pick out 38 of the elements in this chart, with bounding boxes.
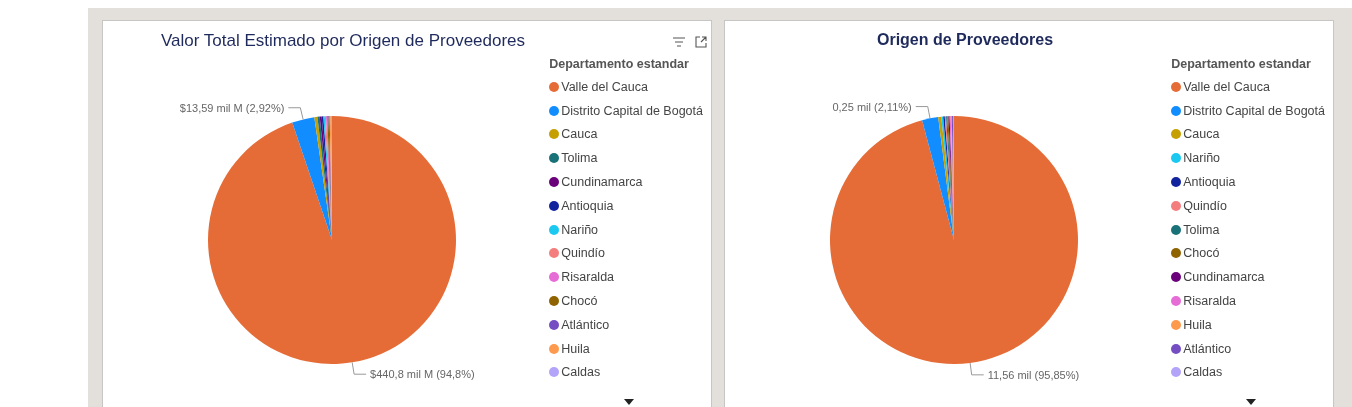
legend-title: Departamento estandar xyxy=(549,57,690,71)
chart-title: Valor Total Estimado por Origen de Proveedores xyxy=(159,31,527,51)
legend-label: Nariño xyxy=(561,222,599,237)
pie-slice xyxy=(292,117,332,240)
legend-label: Nariño xyxy=(1183,151,1221,166)
legend-label: Quindío xyxy=(1183,198,1228,213)
legend-label: Tolima xyxy=(561,151,598,166)
legend-label: Atlántico xyxy=(561,317,610,332)
legend-label: Chocó xyxy=(561,294,598,309)
legend-label: Valle del Cauca xyxy=(1183,79,1270,94)
legend-label: Huila xyxy=(561,341,590,356)
legend-label: Caldas xyxy=(561,365,601,380)
legend-label: Risaralda xyxy=(1183,294,1237,309)
legend-title: Departamento estandar xyxy=(1171,57,1312,71)
legend-label: Cundinamarca xyxy=(561,175,643,190)
data-label: 0,25 mil (2,11%) xyxy=(832,100,912,113)
legend-label: Quindío xyxy=(561,246,606,261)
data-label: 11,56 mil (95,85%) xyxy=(987,368,1080,381)
data-label: $440,8 mil M (94,8%) xyxy=(370,368,475,381)
legend-label: Tolima xyxy=(1183,222,1220,237)
data-label: $13,59 mil M (2,92%) xyxy=(179,101,285,114)
legend-label: Antioquia xyxy=(1183,175,1236,190)
pie-slice xyxy=(830,116,1078,364)
legend-label: Risaralda xyxy=(561,270,615,285)
legend-label: Cundinamarca xyxy=(1183,270,1265,285)
legend-label: Distrito Capital de Bogotá xyxy=(561,103,703,118)
pie-slice xyxy=(208,116,456,364)
legend-label: Cauca xyxy=(561,127,598,142)
legend-label: Distrito Capital de Bogotá xyxy=(1183,103,1325,118)
legend-label: Chocó xyxy=(1183,246,1220,261)
legend-label: Huila xyxy=(1183,317,1212,332)
legend-label: Cauca xyxy=(1183,127,1220,142)
legend-label: Antioquia xyxy=(561,198,614,213)
legend-label: Caldas xyxy=(1183,365,1223,380)
chart-title: Origen de Proveedores xyxy=(875,31,1055,49)
pie-slice xyxy=(922,117,954,240)
legend-label: Valle del Cauca xyxy=(561,79,648,94)
legend-label: Atlántico xyxy=(1183,341,1232,356)
